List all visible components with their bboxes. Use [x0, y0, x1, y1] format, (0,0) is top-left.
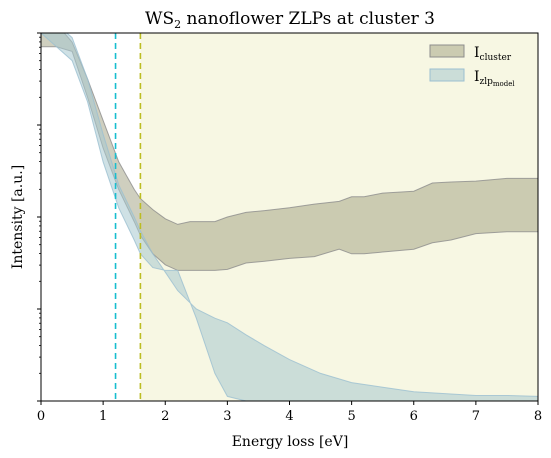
chart-title-rest: nanoflower ZLPs at cluster 3 [181, 9, 435, 29]
bands-group [41, 33, 538, 401]
legend-zlp-subsub: model [493, 80, 515, 88]
legend-label-zlp: Izlpmodel [474, 69, 515, 88]
legend: Icluster Izlpmodel [429, 44, 515, 88]
legend-cluster-sub: cluster [480, 53, 512, 63]
x-tick-label-3: 3 [223, 409, 231, 424]
legend-swatch-zlp [429, 68, 465, 82]
legend-zlp-sub: zlp [480, 77, 494, 87]
x-tick-label-6: 6 [410, 409, 418, 424]
legend-cluster-main: I [474, 45, 480, 61]
x-tick-label-2: 2 [161, 409, 169, 424]
x-tick-label-4: 4 [285, 409, 293, 424]
x-tick-label-8: 8 [534, 409, 542, 424]
legend-label-cluster: Icluster [474, 45, 512, 63]
chart-title: WS2 nanoflower ZLPs at cluster 3 [145, 9, 435, 31]
x-tick-label-0: 0 [37, 409, 45, 424]
x-tick-label-1: 1 [99, 409, 107, 424]
chart-title-main: WS [145, 9, 174, 29]
x-tick-label-5: 5 [347, 409, 355, 424]
x-tick-label-7: 7 [472, 409, 480, 424]
legend-swatch-cluster [429, 44, 465, 58]
plot-area: 0 1 2 3 4 5 6 7 8 [37, 32, 542, 424]
x-axis-label: Energy loss [eV] [232, 434, 349, 450]
series-band-zlp-model [41, 33, 538, 401]
chart-title-sub: 2 [174, 18, 181, 31]
legend-zlp-main: I [474, 69, 480, 85]
y-axis-label: Intensity [a.u.] [10, 165, 26, 269]
series-band-cluster [41, 33, 538, 271]
